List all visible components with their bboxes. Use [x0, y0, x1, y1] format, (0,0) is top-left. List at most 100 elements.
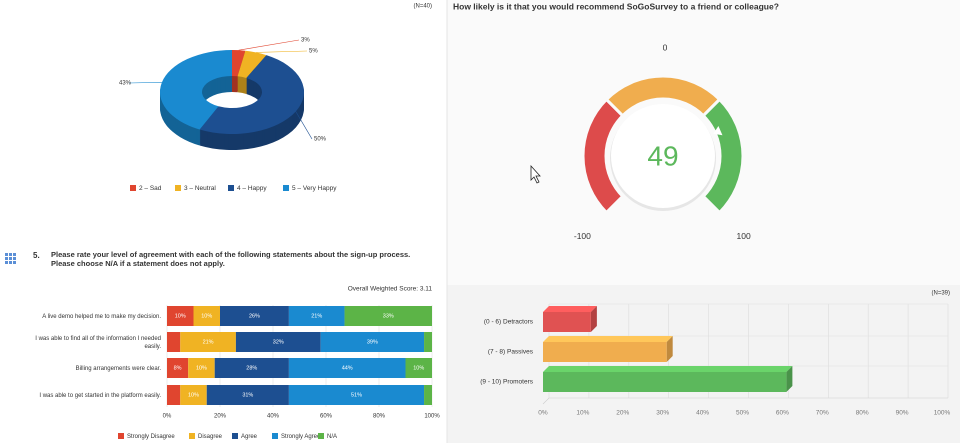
gauge-pointer — [713, 126, 723, 136]
segment-label: 10% — [196, 365, 207, 371]
gauge-band — [701, 97, 745, 215]
slice-label: 43% — [119, 81, 132, 87]
x-tick-label: 80% — [856, 410, 869, 417]
bar — [543, 312, 591, 332]
bar-segment — [193, 306, 220, 326]
bar-top — [543, 336, 673, 342]
segment-label: 8% — [174, 365, 182, 371]
x-tick-label: 70% — [816, 410, 829, 417]
slice-label: 3% — [301, 38, 310, 44]
category-label: I was able to get started in the platfor… — [39, 393, 161, 399]
bar-top — [543, 366, 793, 372]
weighted-score: Overall Weighted Score: 3.11 — [348, 286, 433, 293]
x-tick-label: 40% — [267, 414, 280, 420]
legend-swatch — [318, 433, 324, 439]
bar-side — [666, 336, 673, 362]
legend-swatch — [272, 433, 278, 439]
x-tick-label: 20% — [616, 410, 629, 417]
segment-label: 31% — [242, 392, 253, 398]
bar-segment — [344, 306, 432, 326]
leader-line — [128, 81, 162, 84]
segment-label: 44% — [342, 365, 353, 371]
bar-segment — [167, 358, 189, 378]
slice — [159, 50, 232, 130]
leader-line — [295, 111, 313, 140]
segment-label: 10% — [175, 313, 186, 319]
legend-label: Disagree — [198, 434, 223, 440]
sample-size: (N=40) — [413, 4, 432, 10]
slice — [232, 50, 246, 77]
segment-label: 39% — [367, 339, 378, 345]
legend-label: Agree — [241, 434, 258, 440]
gauge-hub — [611, 104, 715, 208]
legend-swatch — [283, 185, 289, 191]
leader-line — [238, 39, 300, 51]
x-tick-label: 0% — [538, 410, 548, 417]
category-label: (7 - 8) Passives — [488, 349, 534, 356]
category-label-box: A live demo helped me to make my decisio… — [42, 314, 161, 320]
x-tick-label: 80% — [373, 414, 386, 420]
segment-label: 10% — [188, 392, 199, 398]
gauge-tick-label: 0 — [663, 42, 668, 52]
bar-segment — [288, 358, 406, 378]
question-text-box: Please rate your level of agreement with… — [51, 250, 411, 268]
legend-swatch — [228, 185, 234, 191]
segment-label: 28% — [246, 365, 257, 371]
gauge-value: 49 — [647, 140, 678, 171]
x-tick-label: 60% — [320, 414, 333, 420]
bar-segment — [424, 385, 432, 405]
category-label: A live demo helped me to make my decisio… — [42, 314, 161, 320]
x-tick-label: 100% — [934, 410, 951, 417]
segment-label: 26% — [249, 313, 260, 319]
bar-segment — [320, 332, 425, 352]
bar-segment — [167, 332, 181, 352]
gauge-tick-label: -100 — [574, 231, 591, 241]
legend-label: 2 – Sad — [139, 185, 162, 192]
bar-segment — [288, 385, 425, 405]
legend-swatch — [189, 433, 195, 439]
slice-label: 50% — [314, 137, 327, 143]
category-label-box: Billing arrangements were clear. — [76, 366, 161, 372]
legend-label: Strongly Disagree — [127, 434, 175, 440]
x-tick-label: 50% — [736, 410, 749, 417]
segment-label: 10% — [201, 313, 212, 319]
legend-label: N/A — [327, 434, 337, 440]
bar — [543, 342, 667, 362]
legend-swatch — [130, 185, 136, 191]
bar-segment — [167, 385, 181, 405]
grid-icon — [5, 253, 16, 264]
bar-segment — [220, 306, 289, 326]
x-tick-label: 30% — [656, 410, 669, 417]
slice — [237, 50, 267, 78]
segment-label: 21% — [311, 313, 322, 319]
leader-line — [256, 50, 308, 53]
bar-segment — [180, 385, 207, 405]
mouse-cursor — [530, 164, 541, 184]
segment-label: 51% — [351, 392, 362, 398]
bar-side — [786, 366, 793, 392]
bar-segment — [424, 332, 432, 352]
question-number: 5. — [33, 251, 40, 260]
bar — [543, 372, 787, 392]
bar-segment — [288, 306, 345, 326]
bar-segment — [188, 358, 215, 378]
bar-segment — [405, 358, 432, 378]
legend-label: Strongly Agree — [281, 434, 321, 440]
segment-label: 21% — [203, 339, 214, 345]
segment-label: 33% — [383, 313, 394, 319]
x-tick-label: 20% — [214, 414, 227, 420]
segment-label: 10% — [413, 365, 424, 371]
x-tick-label: 10% — [576, 410, 589, 417]
question-title: How likely is it that you would recommen… — [453, 1, 779, 11]
legend-label: 4 – Happy — [237, 185, 267, 192]
category-label: (0 - 6) Detractors — [484, 319, 534, 326]
segment-label: 32% — [273, 339, 284, 345]
nps-bar-panel — [447, 285, 960, 443]
bar-segment — [180, 332, 236, 352]
bar-side — [590, 306, 597, 332]
bar-segment — [235, 332, 321, 352]
question-text: Please rate your level of agreement with… — [51, 250, 411, 268]
bar-segment — [214, 358, 289, 378]
